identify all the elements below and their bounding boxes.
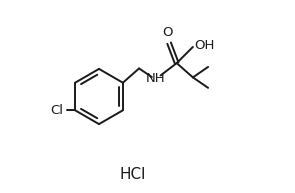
Text: Cl: Cl (51, 104, 64, 117)
Text: HCl: HCl (119, 167, 145, 182)
Text: NH: NH (145, 72, 165, 85)
Text: OH: OH (194, 39, 215, 52)
Text: O: O (162, 26, 173, 39)
